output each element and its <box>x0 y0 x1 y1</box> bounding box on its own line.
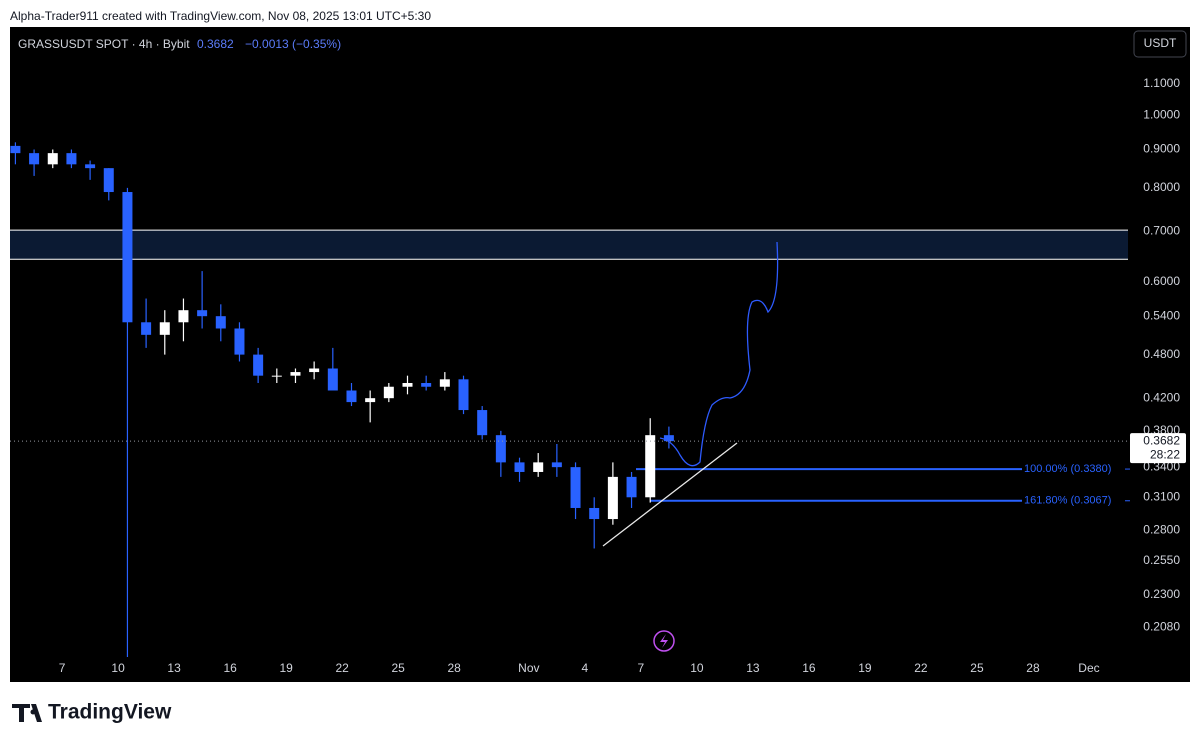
trend-line <box>602 442 738 547</box>
candle-body <box>178 310 189 323</box>
credit: Alpha-Trader911 created with TradingView… <box>10 9 431 23</box>
alert-icon[interactable] <box>653 630 675 652</box>
y-tick-label: 1.1000 <box>1143 76 1180 90</box>
fib-label: 161.80% (0.3067) <box>1024 495 1111 507</box>
symbol-title: GRASSUSDT SPOT · 4h · Bybit <box>18 37 190 51</box>
brand: TradingView <box>48 701 172 724</box>
candle-body <box>29 153 40 165</box>
candle-body <box>290 372 301 376</box>
candle-body <box>663 435 674 442</box>
candle-body <box>365 398 376 403</box>
candle-body <box>626 476 637 498</box>
candle-body <box>514 462 525 472</box>
y-tick-label: 0.2550 <box>1143 553 1180 567</box>
y-tick-label: 0.6000 <box>1143 274 1180 288</box>
x-tick-label: 7 <box>638 661 645 675</box>
x-tick-label: 16 <box>802 661 816 675</box>
candle-body <box>47 153 58 165</box>
candle-body <box>159 322 170 335</box>
logo-dot <box>30 709 36 715</box>
zone <box>10 230 1128 260</box>
candle-body <box>122 192 133 323</box>
candle-body <box>271 375 282 377</box>
x-tick-label: 19 <box>858 661 872 675</box>
x-tick-label: Nov <box>518 661 539 675</box>
fib-label: 100.00% (0.3380) <box>1024 463 1111 475</box>
candle-body <box>495 435 506 463</box>
candle-body <box>346 390 357 403</box>
candle-body <box>533 462 544 472</box>
candle-body <box>10 145 21 154</box>
currency-button[interactable] <box>1133 30 1187 58</box>
y-tick-label: 0.8000 <box>1143 180 1180 194</box>
x-tick-label: 4 <box>582 661 589 675</box>
header-change: −0.0013 (−0.35%) <box>245 37 341 51</box>
candle-body <box>85 164 96 169</box>
y-tick-label: 0.9000 <box>1143 142 1180 156</box>
y-tick-label: 0.4200 <box>1143 390 1180 404</box>
candle-body <box>458 379 469 411</box>
projection-path <box>659 241 779 467</box>
candle-body <box>439 379 450 387</box>
x-tick-label: 7 <box>59 661 66 675</box>
x-tick-label: 19 <box>279 661 293 675</box>
candle-body <box>141 322 152 335</box>
candle-body <box>309 368 320 373</box>
y-tick-label: 0.2300 <box>1143 587 1180 601</box>
chart-panel <box>10 27 1190 682</box>
candle-body <box>215 316 226 329</box>
x-tick-label: 28 <box>1026 661 1040 675</box>
alert-bolt <box>660 634 668 648</box>
candle-body <box>383 386 394 399</box>
candle-body <box>253 354 264 376</box>
countdown: 28:22 <box>1150 447 1180 461</box>
currency-label[interactable]: USDT <box>1144 36 1177 50</box>
price-label-box <box>1130 433 1186 464</box>
y-tick-label: 0.7000 <box>1143 224 1180 238</box>
x-tick-label: 10 <box>111 661 125 675</box>
y-tick-label: 0.3100 <box>1143 489 1180 503</box>
price-label: 0.3682 <box>1143 433 1180 447</box>
header-price: 0.3682 <box>197 37 234 51</box>
candle-body <box>645 435 656 498</box>
candle-body <box>551 462 562 468</box>
x-tick-label: 13 <box>167 661 181 675</box>
candle-body <box>421 383 432 387</box>
x-tick-label: 22 <box>335 661 349 675</box>
x-tick-label: 25 <box>391 661 405 675</box>
x-tick-label: 28 <box>447 661 461 675</box>
candle-body <box>234 328 245 355</box>
candle-body <box>570 467 581 508</box>
candle-body <box>197 310 208 317</box>
y-tick-label: 0.5400 <box>1143 308 1180 322</box>
x-tick-label: 25 <box>970 661 984 675</box>
x-tick-label: 13 <box>746 661 760 675</box>
candle-body <box>103 168 114 193</box>
x-tick-label: 16 <box>223 661 237 675</box>
candle-body <box>589 507 600 520</box>
x-tick-label: Dec <box>1078 661 1099 675</box>
y-tick-label: 0.2800 <box>1143 523 1180 537</box>
y-tick-label: 1.0000 <box>1143 107 1180 121</box>
x-tick-label: 22 <box>914 661 928 675</box>
y-tick-label: 0.2080 <box>1143 620 1180 634</box>
candle-body <box>477 410 488 436</box>
logo-mark <box>12 704 42 722</box>
candle-body <box>402 383 413 387</box>
candle-body <box>66 153 77 165</box>
y-tick-label: 0.4800 <box>1143 347 1180 361</box>
x-tick-label: 10 <box>690 661 704 675</box>
candle-body <box>327 368 338 391</box>
candle-body <box>607 476 618 520</box>
